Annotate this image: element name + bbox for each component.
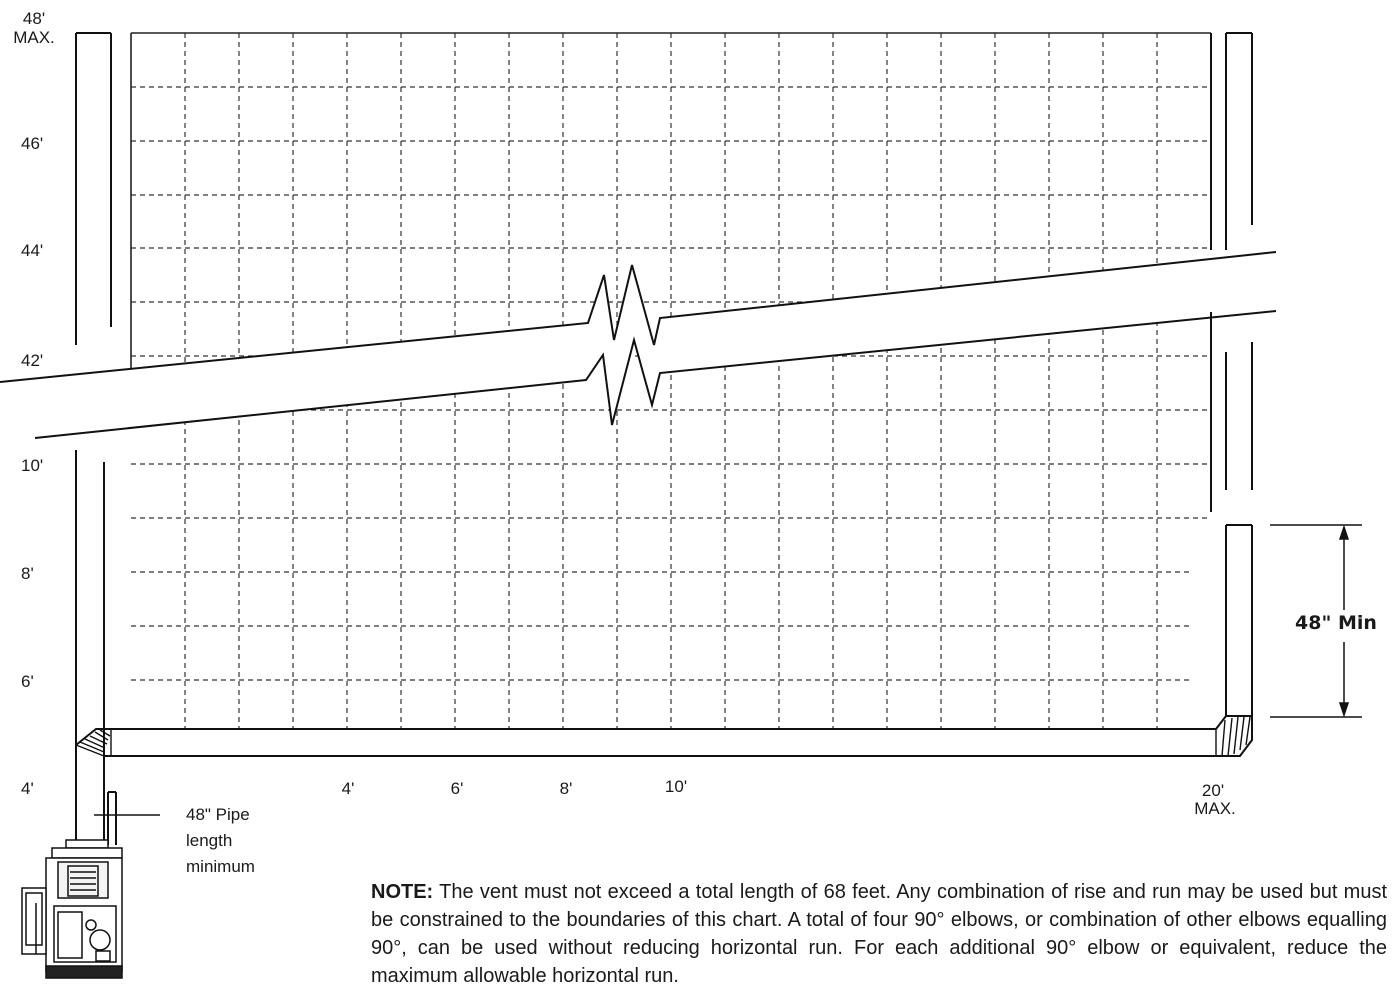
- y-label-46: 46': [21, 134, 44, 153]
- heater-appliance-icon: [21, 839, 123, 979]
- x-label-8: 8': [559, 779, 573, 798]
- x-label-4: 4': [341, 779, 355, 798]
- note-text: The vent must not exceed a total length …: [371, 881, 1387, 987]
- pipe-length-callout: [94, 791, 160, 845]
- y-label-8: 8': [21, 564, 34, 583]
- right-elbow: [1215, 715, 1253, 757]
- x-label-max-value: 20': [1201, 781, 1225, 800]
- pipe-callout-line-2: length: [186, 831, 233, 850]
- y-label-44: 44': [21, 241, 44, 260]
- x-label-10: 10': [664, 777, 688, 796]
- y-label-max-word: MAX.: [13, 28, 55, 47]
- scale-break-band: [0, 251, 1277, 439]
- y-label-max-value: 48': [22, 9, 46, 28]
- y-label-6: 6': [21, 672, 34, 691]
- right-termination-pipe-upper: [1210, 32, 1253, 512]
- vent-length-note: NOTE: The vent must not exceed a total l…: [371, 878, 1387, 990]
- min-height-dimension: [1270, 524, 1362, 718]
- y-label-4: 4': [21, 779, 34, 798]
- left-elbow: [75, 728, 112, 757]
- note-lead: NOTE:: [371, 881, 434, 903]
- vertical-vent-pipe-lower: [75, 450, 105, 845]
- y-label-10: 10': [21, 456, 44, 475]
- y-label-42: 42': [21, 351, 44, 370]
- x-label-max-word: MAX.: [1194, 799, 1236, 818]
- vertical-vent-pipe-upper: [75, 32, 112, 345]
- x-label-6: 6': [450, 779, 464, 798]
- right-termination-pipe-lower: [1225, 524, 1253, 716]
- pipe-callout-line-3: minimum: [186, 857, 255, 876]
- pipe-callout-line-1: 48" Pipe: [186, 805, 250, 824]
- horizontal-vent-pipe: [111, 728, 1216, 757]
- min-height-label: 48" Min: [1295, 612, 1377, 634]
